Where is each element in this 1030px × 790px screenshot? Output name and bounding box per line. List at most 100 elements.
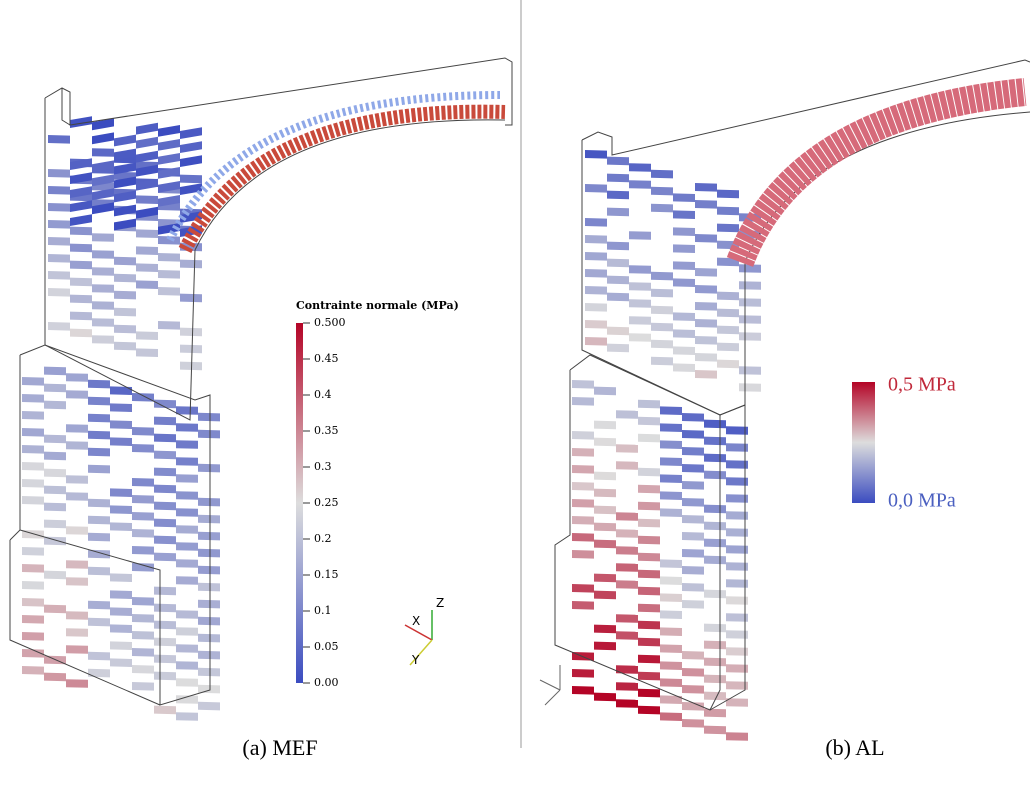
slab (176, 542, 198, 551)
slab (88, 413, 110, 423)
slab (180, 327, 202, 337)
slab (704, 691, 726, 701)
slab (88, 515, 110, 525)
slab (682, 515, 704, 524)
slab (660, 474, 682, 483)
slab (616, 461, 638, 470)
slab (594, 692, 616, 702)
slab (176, 508, 198, 517)
slab (629, 316, 651, 325)
slab (176, 559, 198, 568)
slab (198, 463, 220, 473)
slab (70, 214, 92, 226)
slab (198, 429, 220, 439)
slab (180, 293, 202, 303)
slab (110, 573, 132, 582)
slab (726, 732, 748, 741)
slab (180, 259, 202, 269)
colorbar-tick-label: 0.3 (314, 460, 332, 473)
slab (682, 464, 704, 473)
slab (154, 484, 176, 494)
slab (594, 420, 616, 430)
slab (572, 397, 594, 406)
slab (44, 672, 66, 682)
colorbar-a (296, 323, 303, 683)
slab (198, 684, 220, 694)
slab (682, 600, 704, 609)
slab (585, 218, 607, 227)
axis-label: X (412, 614, 420, 628)
slab (717, 206, 739, 216)
slab (48, 237, 70, 246)
slab (726, 681, 748, 690)
colorbar-b (852, 382, 875, 503)
slab (607, 292, 629, 302)
slab (594, 471, 616, 481)
slab (660, 627, 682, 636)
slab (572, 431, 594, 440)
slab (92, 335, 114, 344)
slab (673, 346, 695, 355)
slab (48, 254, 70, 263)
slab (22, 581, 44, 590)
slab (132, 665, 154, 674)
slab (176, 678, 198, 687)
slab (158, 153, 180, 165)
slab (607, 241, 629, 251)
colorbar-title: Contrainte normale (MPa) (296, 299, 459, 312)
slab (629, 282, 651, 291)
slab (114, 324, 136, 334)
slab (594, 437, 616, 447)
slab (673, 210, 695, 219)
slab (682, 413, 704, 422)
slab (616, 529, 638, 538)
slab (572, 533, 594, 542)
slab (158, 270, 180, 279)
slab (660, 559, 682, 568)
slab (673, 312, 695, 321)
slab (70, 116, 92, 128)
slab (638, 705, 660, 715)
slab (22, 632, 44, 641)
slab (616, 665, 638, 674)
slab (695, 319, 717, 328)
slab (638, 467, 660, 477)
slab (726, 664, 748, 673)
slab (704, 555, 726, 565)
slab (726, 562, 748, 571)
slab (114, 204, 136, 217)
slab (726, 511, 748, 520)
slab (22, 649, 44, 658)
slab (629, 163, 651, 172)
slab (726, 477, 748, 486)
slab (136, 136, 158, 149)
slab (695, 336, 717, 345)
slab (726, 460, 748, 469)
slab (132, 393, 154, 402)
slab (594, 522, 616, 532)
colorbar-tick-label: 0.45 (314, 352, 339, 365)
slab (572, 380, 594, 389)
slab (114, 273, 136, 283)
slab (739, 315, 761, 324)
slab (136, 195, 158, 204)
slab (198, 667, 220, 677)
slab (70, 172, 92, 184)
colorbar-tick-label: 0.15 (314, 568, 339, 581)
slab (198, 701, 220, 711)
slab (92, 132, 114, 145)
slab (695, 302, 717, 311)
colorbar-min: 0,0 MPa (888, 490, 956, 512)
slab (638, 501, 660, 511)
slab (726, 596, 748, 605)
slab (48, 203, 70, 212)
slab (638, 433, 660, 443)
slab (704, 419, 726, 429)
slab (739, 281, 761, 290)
slab (651, 288, 673, 298)
colorbar-tick-label: 0.00 (314, 676, 339, 689)
slab (154, 671, 176, 681)
slab (136, 263, 158, 272)
slab (132, 597, 154, 606)
